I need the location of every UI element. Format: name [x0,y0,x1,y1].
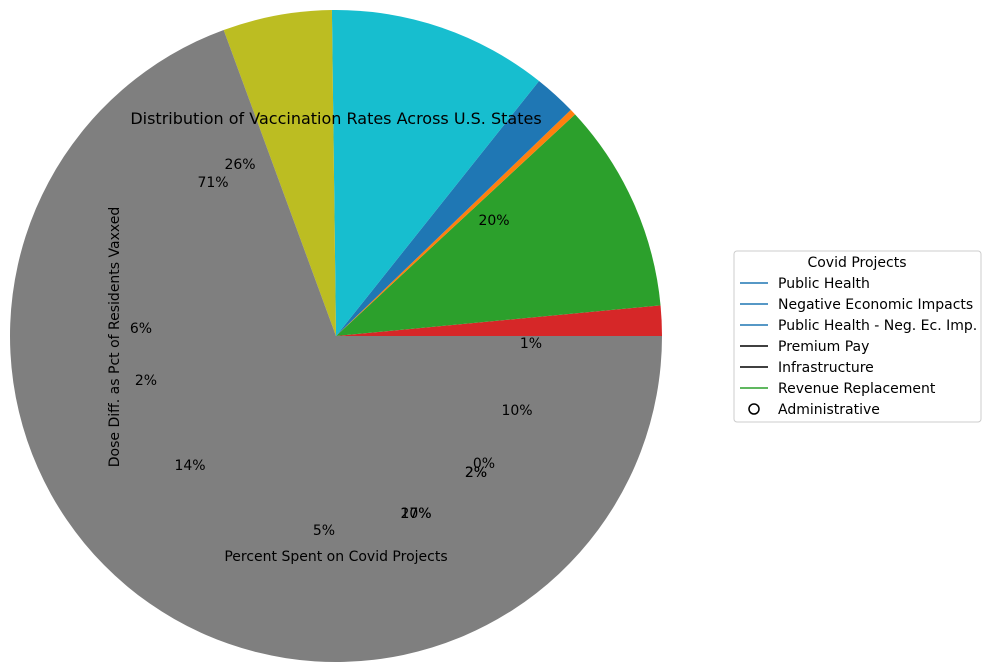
legend-title: Covid Projects [807,255,906,271]
legend-entry-3: Public Health - Neg. Ec. Imp. [778,318,977,334]
pie-slice-5 [331,10,540,336]
pie-slice-3 [336,109,576,337]
legend-entry-7: Administrative [778,402,880,418]
overlay-label-8: 2% [465,465,487,481]
overlay-label-1: 26% [224,157,255,173]
chart-title: Distribution of Vaccination Rates Across… [130,109,541,128]
slice-label-1: 1% [520,336,542,352]
pie-slice-1 [336,305,662,336]
pie-slice-7 [9,29,663,662]
overlay-label-6: 5% [313,523,335,539]
slice-label-2: 10% [501,403,532,419]
legend-entry-6: Revenue Replacement [778,381,936,397]
overlay-label-7: 27% [400,506,431,522]
pie-slice-4 [336,80,571,336]
legend-entry-5: Infrastructure [778,360,874,376]
pie-slices [9,10,663,662]
pie-slice-2 [336,114,661,336]
slice-label-7: 71% [197,175,228,191]
overlay-label-5: 14% [174,458,205,474]
slice-label-4: 2% [465,465,487,481]
pie-slice-6 [223,10,336,337]
x-axis-label: Percent Spent on Covid Projects [224,549,447,565]
overlay-label-4: 2% [135,373,157,389]
legend-entry-2: Negative Economic Impacts [778,297,973,313]
legend-box [733,250,982,423]
slice-label-3: 0% [473,456,495,472]
legend-entry-4: Premium Pay [778,339,869,355]
slice-label-5: 10% [400,506,431,522]
legend-marker-7 [748,403,760,415]
y-axis-label: Dose Diff. as Pct of Residents Vaxxed [107,207,123,467]
overlay-label-2: 20% [478,213,509,229]
legend-entry-1: Public Health [778,276,870,292]
overlay-label-3: 6% [130,321,152,337]
legend: Covid Projects Public Health Negative Eco… [733,250,982,423]
